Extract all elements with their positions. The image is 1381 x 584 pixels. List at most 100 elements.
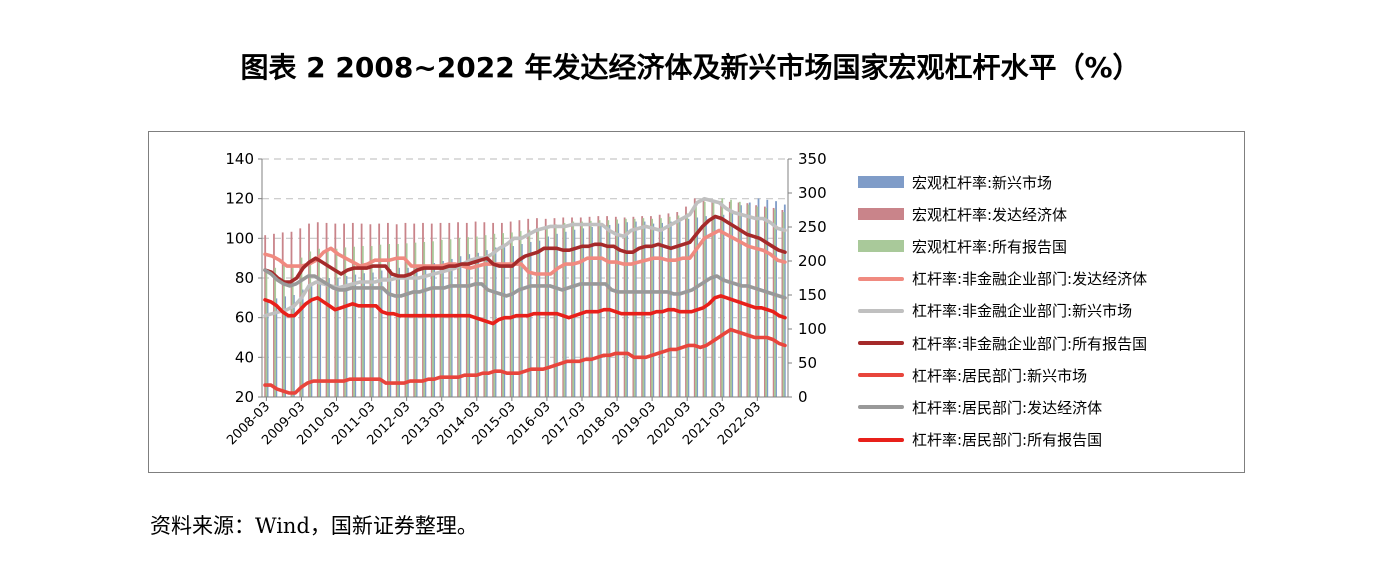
- legend-swatch: [858, 437, 904, 442]
- chart-legend: 宏观杠杆率:新兴市场 宏观杠杆率:发达经济体 宏观杠杆率:所有报告国 杠杆率:非金融企…: [858, 166, 1147, 456]
- bar: [650, 216, 652, 397]
- bar: [449, 239, 452, 397]
- bar: [265, 269, 268, 397]
- bar: [275, 298, 278, 397]
- chart-title: 图表 2 2008~2022 年发达经济体及新兴市场国家宏观杠杆水平（%）: [240, 51, 1141, 84]
- bar: [668, 216, 671, 397]
- left-tick-label: 100: [225, 229, 254, 247]
- bar: [642, 218, 645, 397]
- bar: [310, 282, 313, 397]
- bar: [554, 224, 557, 397]
- bar: [485, 250, 488, 397]
- left-tick-label: 80: [235, 269, 254, 287]
- left-tick-label: 140: [225, 150, 254, 168]
- bar: [439, 222, 442, 397]
- right-tick-label: 200: [798, 252, 827, 270]
- bar: [547, 236, 550, 397]
- bar: [493, 233, 496, 397]
- bar: [440, 239, 443, 397]
- bar: [353, 246, 355, 397]
- bar: [308, 223, 310, 397]
- bar: [713, 214, 716, 397]
- bar: [318, 248, 320, 397]
- line-series-2: [263, 196, 787, 318]
- bar: [772, 207, 775, 397]
- bar: [722, 214, 725, 397]
- bar: [571, 217, 573, 397]
- bar: [474, 221, 477, 397]
- bar: [422, 222, 424, 397]
- bar: [415, 266, 418, 397]
- line-series-1: [263, 228, 787, 276]
- bar: [477, 252, 479, 397]
- bar: [389, 269, 392, 397]
- bar: [345, 275, 348, 397]
- bar: [544, 218, 547, 397]
- bar: [396, 244, 399, 397]
- bar: [632, 216, 635, 397]
- bar: [292, 295, 295, 397]
- line-series-5: [263, 268, 787, 300]
- bar: [651, 218, 654, 397]
- legend-swatch: [858, 176, 904, 189]
- bar: [652, 223, 655, 397]
- bar: [564, 231, 567, 397]
- bar: [335, 248, 338, 397]
- bar: [413, 223, 416, 397]
- bar: [387, 222, 389, 397]
- bar: [363, 273, 365, 397]
- bar: [614, 216, 617, 397]
- legend-swatch: [858, 341, 904, 346]
- bar: [775, 201, 777, 397]
- bar: [502, 233, 504, 397]
- bar: [581, 221, 583, 397]
- legend-item: 宏观杠杆率:新兴市场: [858, 166, 1147, 198]
- bar: [623, 217, 626, 397]
- bar: [371, 272, 374, 397]
- bar: [641, 216, 644, 397]
- bar: [598, 220, 601, 397]
- bar: [414, 242, 417, 397]
- bar-series-2: [264, 198, 784, 397]
- bar: [658, 214, 661, 397]
- bar: [328, 278, 330, 397]
- bar: [766, 199, 769, 397]
- bar: [325, 222, 328, 397]
- bar: [380, 270, 383, 397]
- bar: [520, 244, 523, 397]
- right-tick-label: 100: [798, 320, 827, 338]
- legend-label: 杠杆率:非金融企业部门:新兴市场: [912, 302, 1133, 321]
- bar: [406, 267, 409, 397]
- bar: [457, 222, 459, 397]
- legend-label: 宏观杠杆率:所有报告国: [912, 237, 1068, 256]
- bar: [326, 248, 329, 397]
- bar: [536, 218, 538, 397]
- bar: [432, 241, 434, 397]
- bar: [433, 263, 436, 397]
- bar: [538, 240, 541, 397]
- bar: [667, 213, 670, 397]
- bar: [527, 218, 530, 397]
- bar: [404, 222, 407, 397]
- bar: [633, 218, 636, 397]
- bar: [299, 228, 302, 397]
- source-note: 资料来源：Wind，国新证券整理。: [150, 514, 478, 538]
- bar: [693, 198, 696, 397]
- bar: [677, 215, 680, 397]
- bar: [274, 267, 277, 397]
- bar: [430, 223, 433, 397]
- bar: [763, 206, 766, 397]
- right-tick-label: 350: [798, 150, 827, 168]
- bar: [696, 217, 699, 397]
- line-series-6: [263, 294, 787, 326]
- bar: [344, 247, 347, 397]
- right-tick-label: 250: [798, 218, 827, 236]
- bar: [703, 201, 706, 397]
- bar: [634, 221, 637, 397]
- bar: [617, 223, 620, 397]
- legend-label: 杠杆率:非金融企业部门:发达经济体: [912, 270, 1148, 289]
- right-tick-label: 300: [798, 184, 827, 202]
- bar: [746, 203, 749, 397]
- bar: [361, 246, 364, 397]
- bar: [782, 212, 785, 397]
